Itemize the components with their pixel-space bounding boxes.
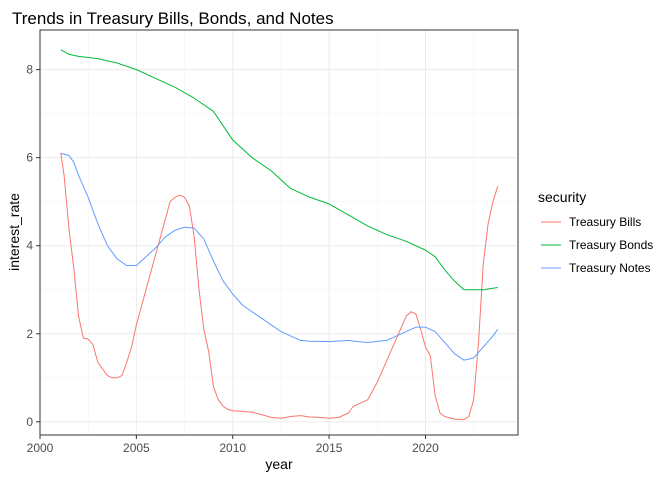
series-line-treasury-bonds bbox=[60, 49, 498, 291]
grid-minor bbox=[40, 30, 518, 435]
y-tick-label: 6 bbox=[26, 151, 33, 165]
y-tick-label: 0 bbox=[26, 415, 33, 429]
legend-label-treasury-bills: Treasury Bills bbox=[569, 215, 641, 229]
legend-items: Treasury Bills Treasury Bonds Treasury Not… bbox=[541, 215, 653, 275]
legend-title: security bbox=[538, 189, 586, 205]
x-tick-label: 2010 bbox=[219, 441, 246, 455]
x-tick-label: 2015 bbox=[316, 441, 343, 455]
x-axis-label: year bbox=[265, 456, 293, 472]
legend-label-treasury-bonds: Treasury Bonds bbox=[569, 238, 653, 252]
y-axis-label: interest_rate bbox=[6, 193, 22, 271]
x-tick-label: 2000 bbox=[27, 441, 54, 455]
y-tick-label: 8 bbox=[26, 63, 33, 77]
y-tick-label: 4 bbox=[26, 239, 33, 253]
plot-panel bbox=[40, 30, 518, 435]
y-axis: 0 2 4 6 8 bbox=[26, 63, 40, 429]
series-line-treasury-notes bbox=[60, 152, 499, 361]
plot-border bbox=[39, 29, 519, 436]
x-tick-label: 2005 bbox=[123, 441, 150, 455]
legend-label-treasury-notes: Treasury Notes bbox=[569, 261, 651, 275]
grid-major bbox=[39, 30, 518, 435]
series-line-treasury-bills bbox=[60, 153, 499, 421]
x-tick-label: 2020 bbox=[412, 441, 439, 455]
chart-title: Trends in Treasury Bills, Bonds, and Not… bbox=[12, 9, 334, 28]
series-layer bbox=[60, 49, 499, 421]
y-tick-label: 2 bbox=[26, 327, 33, 341]
x-axis: 2000 2005 2010 2015 2020 bbox=[27, 435, 439, 455]
